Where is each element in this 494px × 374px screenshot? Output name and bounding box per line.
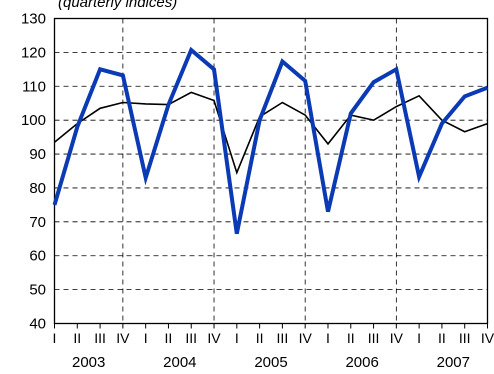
x-quarter-label: IV <box>299 330 313 346</box>
x-quarter-label: IV <box>481 330 494 346</box>
y-tick-label: 70 <box>29 214 46 231</box>
x-quarter-label: I <box>326 330 330 346</box>
x-quarter-label: III <box>459 330 471 346</box>
data-series <box>52 46 489 235</box>
y-tick-label: 60 <box>29 248 46 265</box>
x-quarter-label: I <box>417 330 421 346</box>
y-tick-label: 80 <box>29 180 46 197</box>
x-year-label: 2005 <box>254 354 287 371</box>
x-quarter-label: I <box>235 330 239 346</box>
y-tick-label: 90 <box>29 146 46 163</box>
x-quarter-label: I <box>144 330 148 346</box>
y-tick-label: 100 <box>21 112 46 129</box>
x-year-label: 2006 <box>345 354 378 371</box>
x-quarter-label: II <box>438 330 446 346</box>
x-quarter-label: III <box>368 330 380 346</box>
series-line-blue <box>52 46 489 235</box>
x-year-label: 2004 <box>163 354 196 371</box>
x-year-label: 2007 <box>437 354 470 371</box>
y-tick-label: 110 <box>22 78 46 95</box>
x-quarter-label: IV <box>116 330 130 346</box>
x-quarter-label: III <box>94 330 106 346</box>
x-quarter-label: II <box>347 330 355 346</box>
x-quarter-label: III <box>277 330 289 346</box>
x-quarter-label: IV <box>390 330 404 346</box>
x-quarter-label: II <box>73 330 81 346</box>
plot-frame <box>53 17 489 325</box>
y-tick-label: 130 <box>21 11 46 28</box>
x-year-label: 2003 <box>72 354 105 371</box>
x-quarter-label: I <box>53 330 57 346</box>
series-line-black <box>53 91 488 176</box>
y-tick-label: 120 <box>21 44 46 61</box>
x-quarter-label: II <box>256 330 264 346</box>
chart-subtitle: (quarterly indices) <box>58 0 178 11</box>
x-quarter-label: III <box>185 330 197 346</box>
y-tick-label: 50 <box>29 282 46 299</box>
x-quarter-label: IV <box>207 330 221 346</box>
x-quarter-label: II <box>165 330 173 346</box>
y-tick-label: 40 <box>29 316 46 333</box>
